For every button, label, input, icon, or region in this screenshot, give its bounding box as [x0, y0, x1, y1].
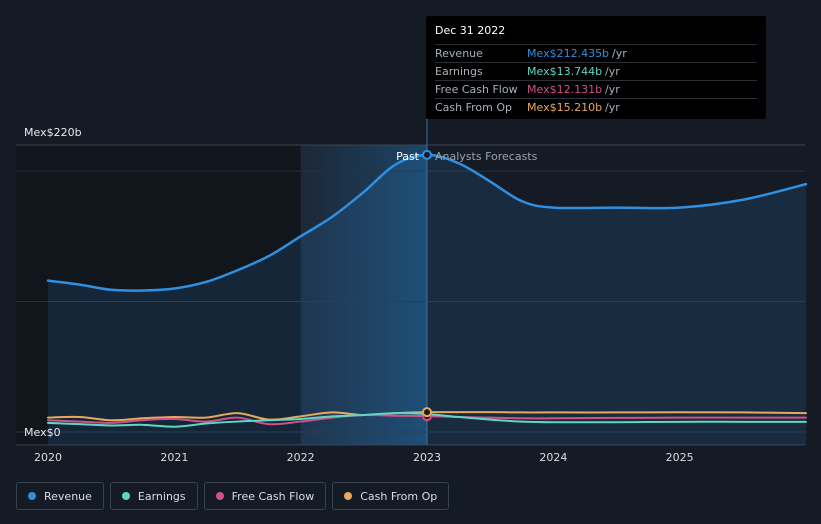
tooltip-value: Mex$13.744b: [527, 65, 603, 78]
x-tick-label: 2021: [160, 451, 188, 464]
tooltip-unit: /yr: [612, 47, 627, 60]
highlight-band: [300, 145, 427, 445]
tooltip-date: Dec 31 2022: [435, 24, 506, 37]
legend-dot-icon: [215, 492, 224, 500]
tooltip-value: Mex$12.131b: [527, 83, 603, 96]
tooltip-row-revenue: Revenue Mex$212.435b /yr: [435, 44, 757, 62]
legend-dot-icon: [344, 492, 353, 500]
legend-label: Free Cash Flow: [231, 489, 315, 503]
x-tick-label: 2023: [413, 451, 441, 464]
tooltip-row-earnings: Earnings Mex$13.744b /yr: [435, 62, 757, 80]
tooltip-name: Revenue: [435, 47, 483, 60]
tooltip-value: Mex$15.210b: [527, 101, 603, 114]
tooltip: Dec 31 2022 Revenue Mex$212.435b /yr Ear…: [426, 16, 766, 119]
legend-label: Revenue: [44, 489, 92, 503]
tooltip-name: Free Cash Flow: [435, 83, 518, 96]
legend-item-earnings[interactable]: Earnings: [109, 482, 198, 510]
forecast-label: Analysts Forecasts: [435, 150, 538, 163]
legend-label: Earnings: [137, 489, 186, 503]
legend-item-revenue[interactable]: Revenue: [16, 482, 104, 510]
series-line-earnings: [47, 412, 807, 428]
legend-item-cash-from-op[interactable]: Cash From Op: [332, 482, 450, 510]
tooltip-unit: /yr: [605, 65, 620, 78]
tooltip-value: Mex$212.435b: [527, 47, 610, 60]
legend-dot-icon: [121, 492, 130, 500]
marker-revenue: [422, 149, 432, 160]
legend: Revenue Earnings Free Cash Flow Cash Fro…: [16, 482, 450, 512]
legend-item-free-cash-flow[interactable]: Free Cash Flow: [203, 482, 327, 510]
tooltip-name: Cash From Op: [435, 101, 513, 114]
tooltip-name: Earnings: [435, 65, 483, 78]
x-tick-label: 2025: [666, 451, 694, 464]
y-label-bottom: Mex$0: [24, 426, 61, 439]
tooltip-row-cash-from-op: Cash From Op Mex$15.210b /yr: [435, 98, 757, 116]
past-label: Past: [396, 150, 420, 163]
chart-canvas: Mex$220b Mex$0 2020 2021 2022 2023 2024 2025 Pas…: [16, 16, 808, 464]
tooltip-unit: /yr: [605, 101, 620, 114]
series-line-revenue: [46, 153, 808, 292]
legend-label: Cash From Op: [360, 489, 438, 503]
y-label-top: Mex$220b: [24, 126, 82, 139]
tooltip-unit: /yr: [605, 83, 620, 96]
x-tick-label: 2024: [539, 451, 567, 464]
tooltip-row-free-cash-flow: Free Cash Flow Mex$12.131b /yr: [435, 80, 757, 98]
x-tick-label: 2020: [34, 451, 62, 464]
legend-dot-icon: [28, 492, 36, 500]
x-tick-label: 2022: [287, 451, 315, 464]
marker-cash-from-op: [422, 407, 432, 418]
